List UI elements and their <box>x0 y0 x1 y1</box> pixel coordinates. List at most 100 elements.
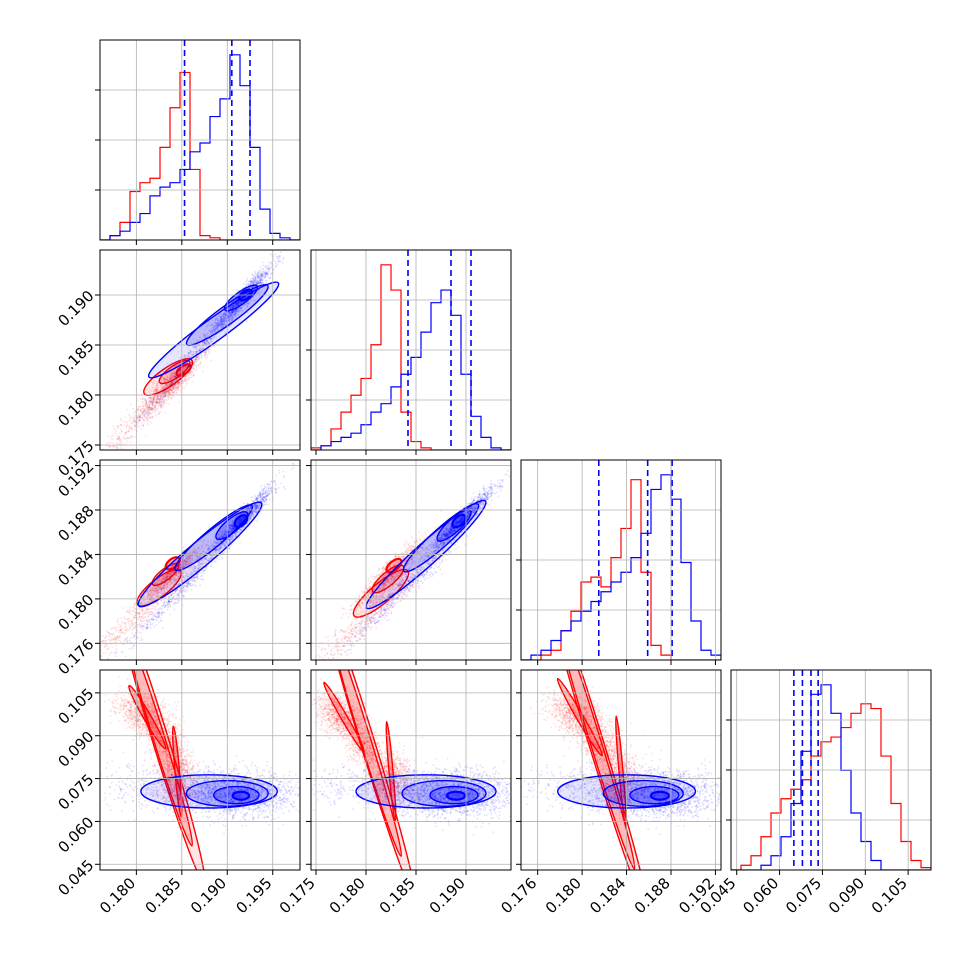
sample-point <box>168 403 170 405</box>
sample-point <box>71 680 73 682</box>
sample-point <box>129 415 131 417</box>
sample-point <box>141 609 143 611</box>
sample-point <box>114 636 116 638</box>
sample-point <box>116 629 118 631</box>
sample-point <box>129 619 131 621</box>
sample-point <box>165 391 167 393</box>
sample-point <box>180 389 182 391</box>
sample-point <box>110 462 112 464</box>
sample-point <box>143 403 145 405</box>
sample-point <box>165 384 167 386</box>
sample-point <box>274 253 276 255</box>
sample-point <box>100 470 102 472</box>
histogram-blue <box>521 475 721 660</box>
sample-point <box>146 606 148 608</box>
sample-point <box>256 282 258 284</box>
sample-point <box>265 265 267 267</box>
sample-point <box>119 637 121 639</box>
sample-point <box>192 372 194 374</box>
sample-point <box>139 414 141 416</box>
sample-point <box>115 433 117 435</box>
sample-point <box>164 412 166 414</box>
sample-point <box>107 435 109 437</box>
sample-point <box>154 415 156 417</box>
sample-point <box>106 468 108 470</box>
sample-point <box>142 425 144 427</box>
sample-point <box>268 265 270 267</box>
sample-point <box>113 626 115 628</box>
sample-point <box>270 253 272 255</box>
sample-point <box>53 695 55 697</box>
sample-point <box>282 262 284 264</box>
sample-point <box>115 667 117 669</box>
sample-point <box>98 473 100 475</box>
sample-point <box>94 655 96 657</box>
sample-point <box>148 627 150 629</box>
sample-point <box>144 620 146 622</box>
sample-point <box>110 442 112 444</box>
sample-point <box>63 683 65 685</box>
sample-point <box>159 377 161 379</box>
sample-point <box>115 645 117 647</box>
sample-point <box>126 424 128 426</box>
sample-point <box>119 640 121 642</box>
sample-point <box>173 388 175 390</box>
sample-point <box>187 378 189 380</box>
sample-point <box>184 375 186 377</box>
sample-point <box>53 506 55 508</box>
sample-point <box>159 401 161 403</box>
sample-point <box>130 441 132 443</box>
sample-point <box>54 513 56 515</box>
sample-point <box>170 384 172 386</box>
sample-point <box>116 635 118 637</box>
sample-point <box>94 459 96 461</box>
sample-point <box>188 373 190 375</box>
sample-point <box>126 426 128 428</box>
sample-point <box>106 454 108 456</box>
sample-point <box>188 364 190 366</box>
sample-point <box>187 366 189 368</box>
sample-point <box>96 654 98 656</box>
sample-point <box>106 442 108 444</box>
sample-point <box>131 632 133 634</box>
sample-point <box>158 405 160 407</box>
sample-point <box>114 628 116 630</box>
sample-point <box>120 633 122 635</box>
sample-point <box>103 452 105 454</box>
sample-point <box>170 397 172 399</box>
sample-point <box>121 617 123 619</box>
sample-point <box>128 425 130 427</box>
sample-point <box>120 447 122 449</box>
sample-point <box>258 277 260 279</box>
sample-point <box>207 354 209 356</box>
sample-point <box>152 402 154 404</box>
sample-point <box>190 369 192 371</box>
sample-point <box>98 645 100 647</box>
sample-point <box>168 392 170 394</box>
sample-point <box>194 361 196 363</box>
sample-point <box>106 635 108 637</box>
sample-point <box>165 399 167 401</box>
sample-point <box>125 655 127 657</box>
sample-point <box>93 461 95 463</box>
sample-point <box>126 421 128 423</box>
sample-point <box>277 255 279 257</box>
sample-point <box>120 429 122 431</box>
sample-point <box>157 398 159 400</box>
sample-point <box>84 676 86 678</box>
sample-point <box>129 417 131 419</box>
sample-point <box>60 507 62 509</box>
sample-point <box>148 412 150 414</box>
sample-point <box>95 453 97 455</box>
sample-point <box>127 431 129 433</box>
sample-point <box>183 380 185 382</box>
sample-point <box>262 264 264 266</box>
sample-point <box>137 399 139 401</box>
sample-point <box>261 276 263 278</box>
sample-point <box>139 406 141 408</box>
sample-point <box>182 546 184 548</box>
sample-point <box>280 260 282 262</box>
sample-point <box>266 273 268 275</box>
sample-point <box>87 660 89 662</box>
